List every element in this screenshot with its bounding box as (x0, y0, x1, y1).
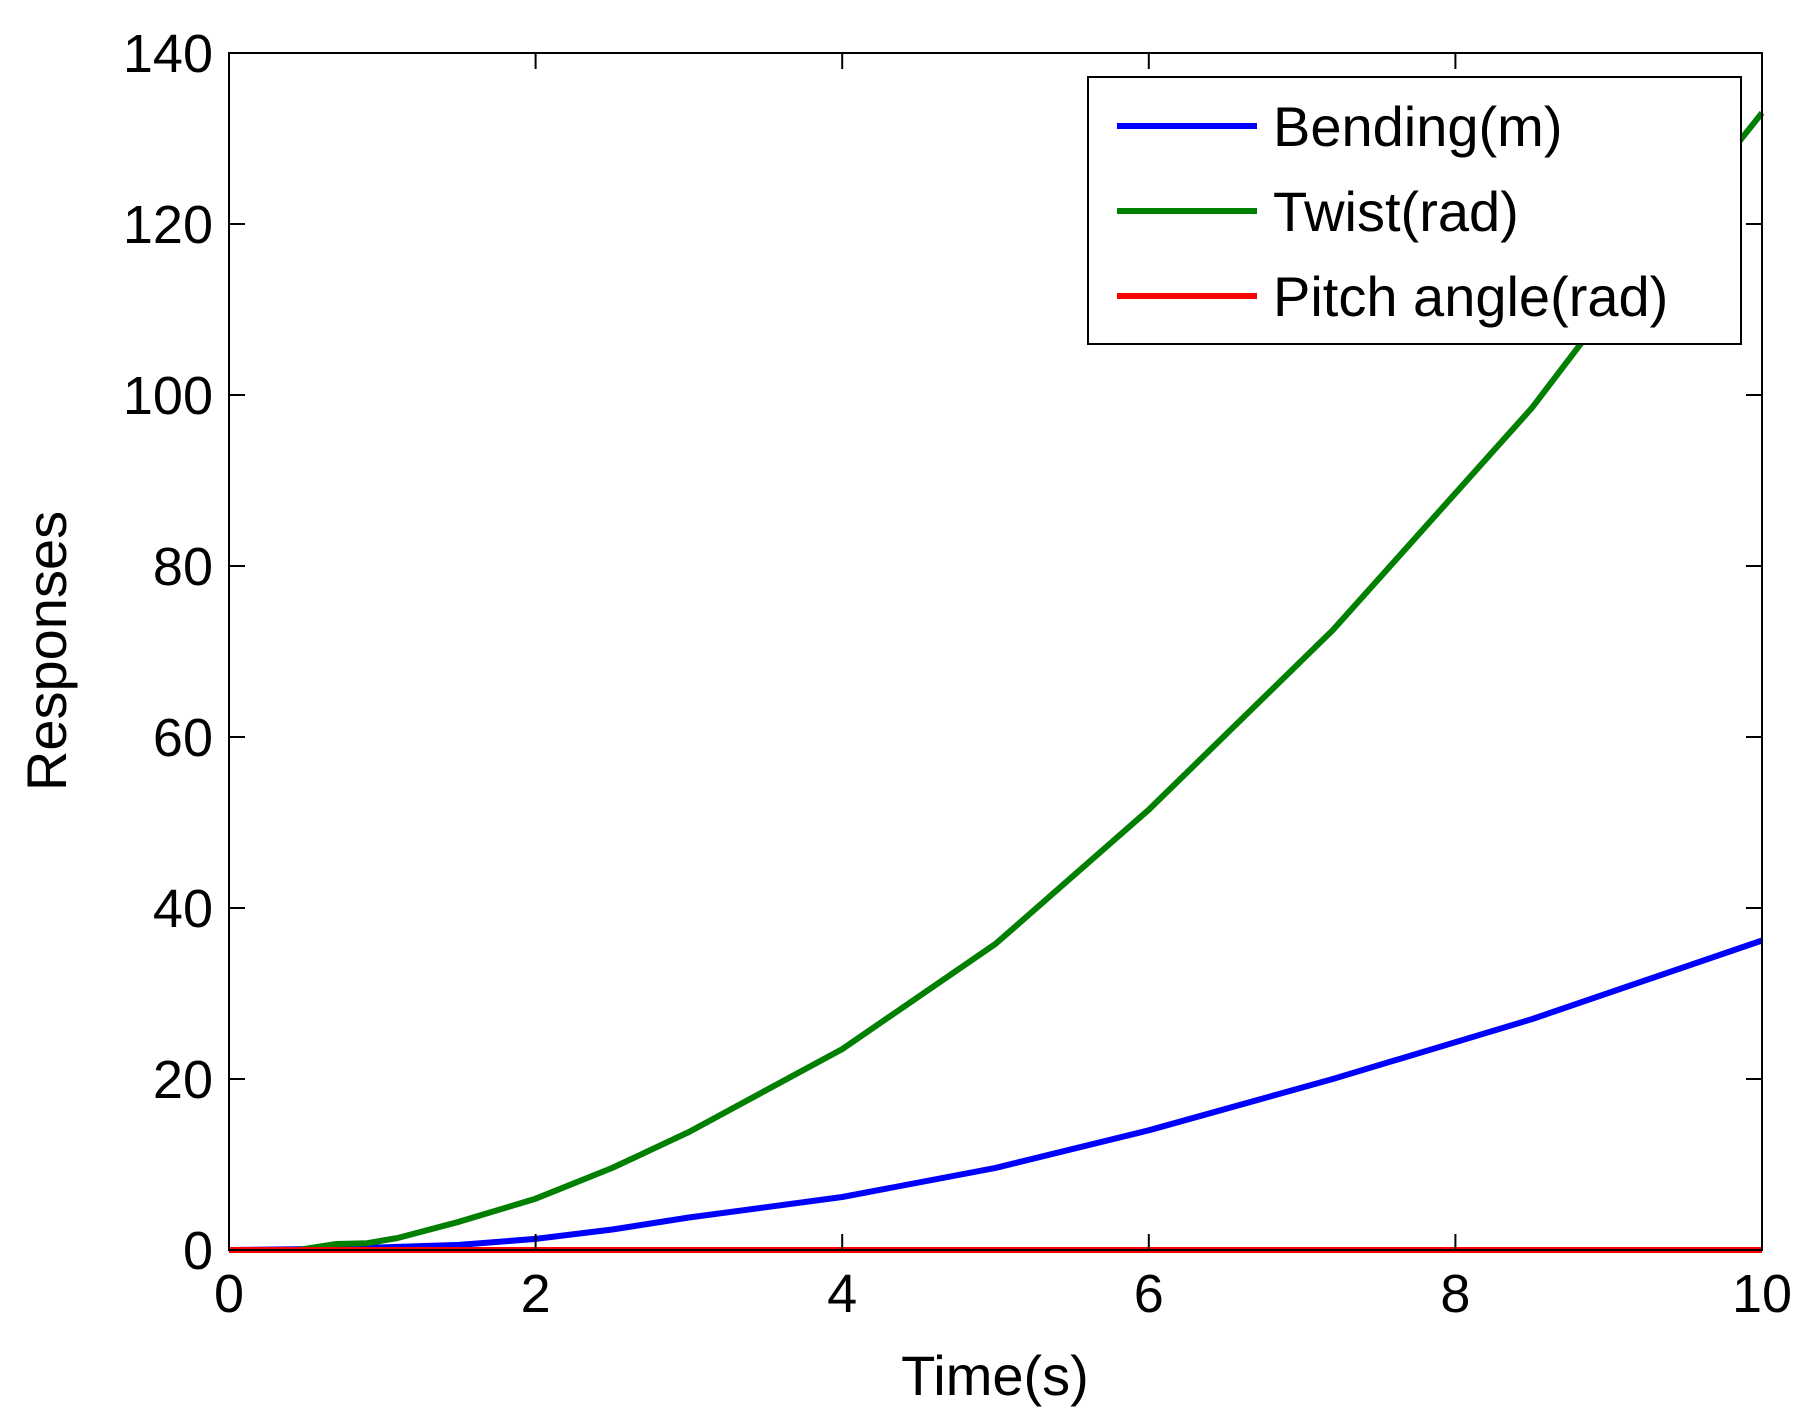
y-tick-label: 60 (153, 708, 213, 768)
x-tick-label: 2 (521, 1264, 551, 1324)
legend-label-pitch-angle: Pitch angle(rad) (1273, 265, 1668, 328)
legend-label-bending: Bending(m) (1273, 95, 1562, 158)
x-tick-label: 0 (214, 1264, 244, 1324)
series-line-twist (297, 111, 1765, 1253)
x-axis-title: Time(s) (901, 1344, 1089, 1407)
x-tick-label: 10 (1732, 1264, 1792, 1324)
x-tick-label: 6 (1134, 1264, 1164, 1324)
y-axis-title: Responses (15, 511, 78, 791)
y-tick-label: 0 (183, 1221, 213, 1281)
y-tick-label: 40 (153, 879, 213, 939)
legend-label-twist: Twist(rad) (1273, 180, 1519, 243)
x-tick-label: 4 (827, 1264, 857, 1324)
y-tick-label: 20 (153, 1050, 213, 1110)
y-tick-label: 140 (123, 24, 213, 84)
y-tick-label: 80 (153, 537, 213, 597)
y-tick-label: 100 (123, 366, 213, 426)
x-tick-label: 8 (1440, 1264, 1470, 1324)
y-tick-label: 120 (123, 195, 213, 255)
legend: Bending(m) Twist(rad) Pitch angle(rad) (1087, 76, 1742, 345)
axes-box (228, 52, 1763, 1251)
